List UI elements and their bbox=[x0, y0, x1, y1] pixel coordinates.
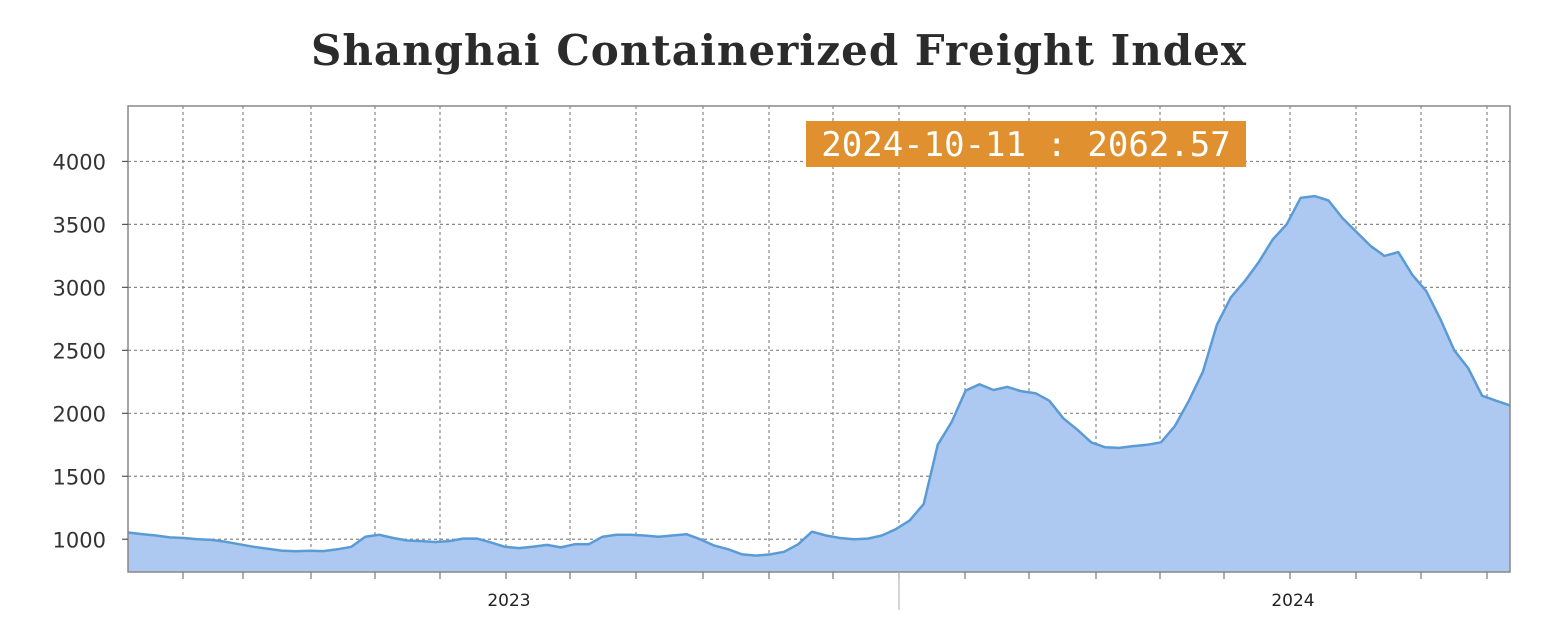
y-tick-label: 3000 bbox=[53, 276, 106, 300]
data-layer bbox=[127, 194, 1511, 572]
x-tick-label: 2024 bbox=[1271, 591, 1314, 611]
plot-border bbox=[127, 105, 1511, 573]
tooltip-label: 2024-10-11 : 2062.57 bbox=[821, 125, 1230, 165]
x-axis: 2023 2024 bbox=[182, 572, 1488, 611]
y-tick-label: 2000 bbox=[53, 402, 106, 426]
y-tick-label: 2500 bbox=[53, 339, 106, 363]
y-tick-label: 4000 bbox=[53, 150, 106, 174]
y-axis: 1000 1500 2000 2500 3000 3500 4000 bbox=[53, 150, 128, 552]
tooltip-background bbox=[806, 121, 1246, 167]
value-tooltip: 2024-10-11 : 2062.57 bbox=[806, 121, 1246, 167]
y-tick-label: 1500 bbox=[53, 465, 106, 489]
series-line bbox=[127, 194, 1511, 557]
x-tick-label: 2023 bbox=[487, 591, 530, 611]
y-tick-label: 1000 bbox=[53, 528, 106, 552]
chart-title: Shanghai Containerized Freight Index bbox=[311, 26, 1247, 75]
y-tick-label: 3500 bbox=[53, 213, 106, 237]
series-area bbox=[128, 196, 1510, 572]
